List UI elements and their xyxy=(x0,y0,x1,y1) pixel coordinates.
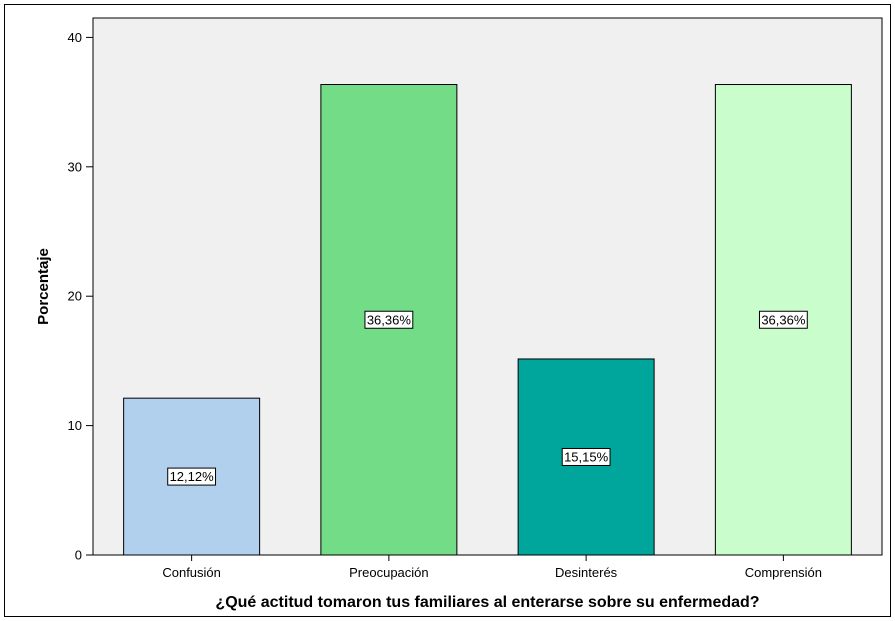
data-label-box xyxy=(364,310,414,329)
x-tick-label: Confusión xyxy=(162,565,221,580)
y-tick-label: 30 xyxy=(68,159,82,174)
data-label-box xyxy=(167,467,217,486)
x-tick-label: Comprensión xyxy=(745,565,822,580)
x-tick-label: Preocupación xyxy=(349,565,429,580)
y-axis-title: Porcentaje xyxy=(35,248,52,325)
bars: 12,12% 36,36% 15,15% 36,36% xyxy=(123,84,852,556)
data-label: 12,12% xyxy=(170,469,215,484)
y-tick-label: 10 xyxy=(68,418,82,433)
data-label: 36,36% xyxy=(761,312,806,327)
x-axis-title: ¿Qué actitud tomaron tus familiares al e… xyxy=(215,594,759,611)
x-axis-ticks: Confusión Preocupación Desinterés Comprensi… xyxy=(162,555,822,580)
y-tick-label: 40 xyxy=(68,30,82,45)
y-axis-ticks: 0 10 20 30 40 xyxy=(68,30,93,563)
y-tick-label: 0 xyxy=(75,548,82,563)
y-tick-label: 20 xyxy=(68,289,82,304)
x-tick-label: Desinterés xyxy=(555,565,618,580)
data-label-box xyxy=(561,447,611,466)
data-label-box xyxy=(758,310,808,329)
data-label: 36,36% xyxy=(367,312,412,327)
data-label: 15,15% xyxy=(564,449,609,464)
